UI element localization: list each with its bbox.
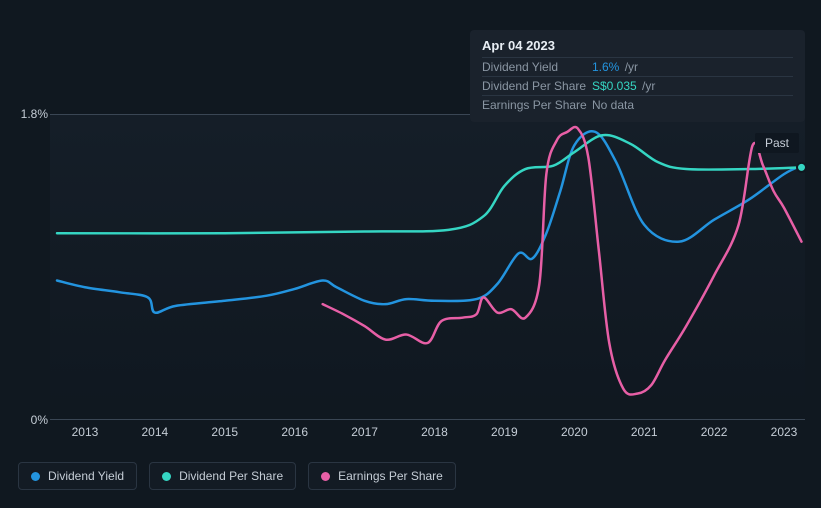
- hover-tooltip: Apr 04 2023 Dividend Yield1.6% /yrDivide…: [470, 30, 805, 122]
- legend-dot: [31, 472, 40, 481]
- x-tick: 2020: [561, 425, 588, 439]
- tooltip-row-label: Earnings Per Share: [482, 98, 592, 112]
- line-svg: [50, 115, 805, 419]
- x-tick: 2023: [771, 425, 798, 439]
- series-dividend_yield: [57, 131, 802, 313]
- tooltip-row-value: 1.6% /yr: [592, 60, 793, 74]
- legend-item[interactable]: Dividend Yield: [18, 462, 137, 490]
- tooltip-row-value: No data: [592, 98, 793, 112]
- legend-label: Earnings Per Share: [338, 469, 443, 483]
- x-tick: 2013: [72, 425, 99, 439]
- past-label: Past: [755, 133, 799, 153]
- series-dividend_per_share: [57, 135, 802, 233]
- chart-container: 1.8% 0% Past 201320142015201620172018201…: [0, 0, 821, 508]
- series-earnings_per_share: [323, 127, 802, 395]
- legend-label: Dividend Per Share: [179, 469, 283, 483]
- legend-item[interactable]: Dividend Per Share: [149, 462, 296, 490]
- tooltip-row-value: S$0.035 /yr: [592, 79, 793, 93]
- legend-label: Dividend Yield: [48, 469, 124, 483]
- x-tick: 2016: [281, 425, 308, 439]
- x-tick: 2014: [142, 425, 169, 439]
- x-tick: 2018: [421, 425, 448, 439]
- x-tick: 2021: [631, 425, 658, 439]
- plot-area[interactable]: Past 20132014201520162017201820192020202…: [50, 114, 805, 420]
- x-tick: 2015: [211, 425, 238, 439]
- series-end-marker: [797, 163, 806, 172]
- legend-dot: [162, 472, 171, 481]
- tooltip-row: Dividend Yield1.6% /yr: [482, 57, 793, 76]
- x-tick: 2019: [491, 425, 518, 439]
- x-tick: 2017: [351, 425, 378, 439]
- legend: Dividend Yield Dividend Per Share Earnings…: [18, 462, 456, 490]
- tooltip-row: Earnings Per ShareNo data: [482, 95, 793, 114]
- tooltip-row-label: Dividend Per Share: [482, 79, 592, 93]
- y-tick-min: 0%: [31, 413, 48, 427]
- legend-item[interactable]: Earnings Per Share: [308, 462, 456, 490]
- x-tick: 2022: [701, 425, 728, 439]
- tooltip-row: Dividend Per ShareS$0.035 /yr: [482, 76, 793, 95]
- legend-dot: [321, 472, 330, 481]
- tooltip-row-label: Dividend Yield: [482, 60, 592, 74]
- tooltip-date: Apr 04 2023: [482, 38, 793, 53]
- y-tick-max: 1.8%: [21, 107, 48, 121]
